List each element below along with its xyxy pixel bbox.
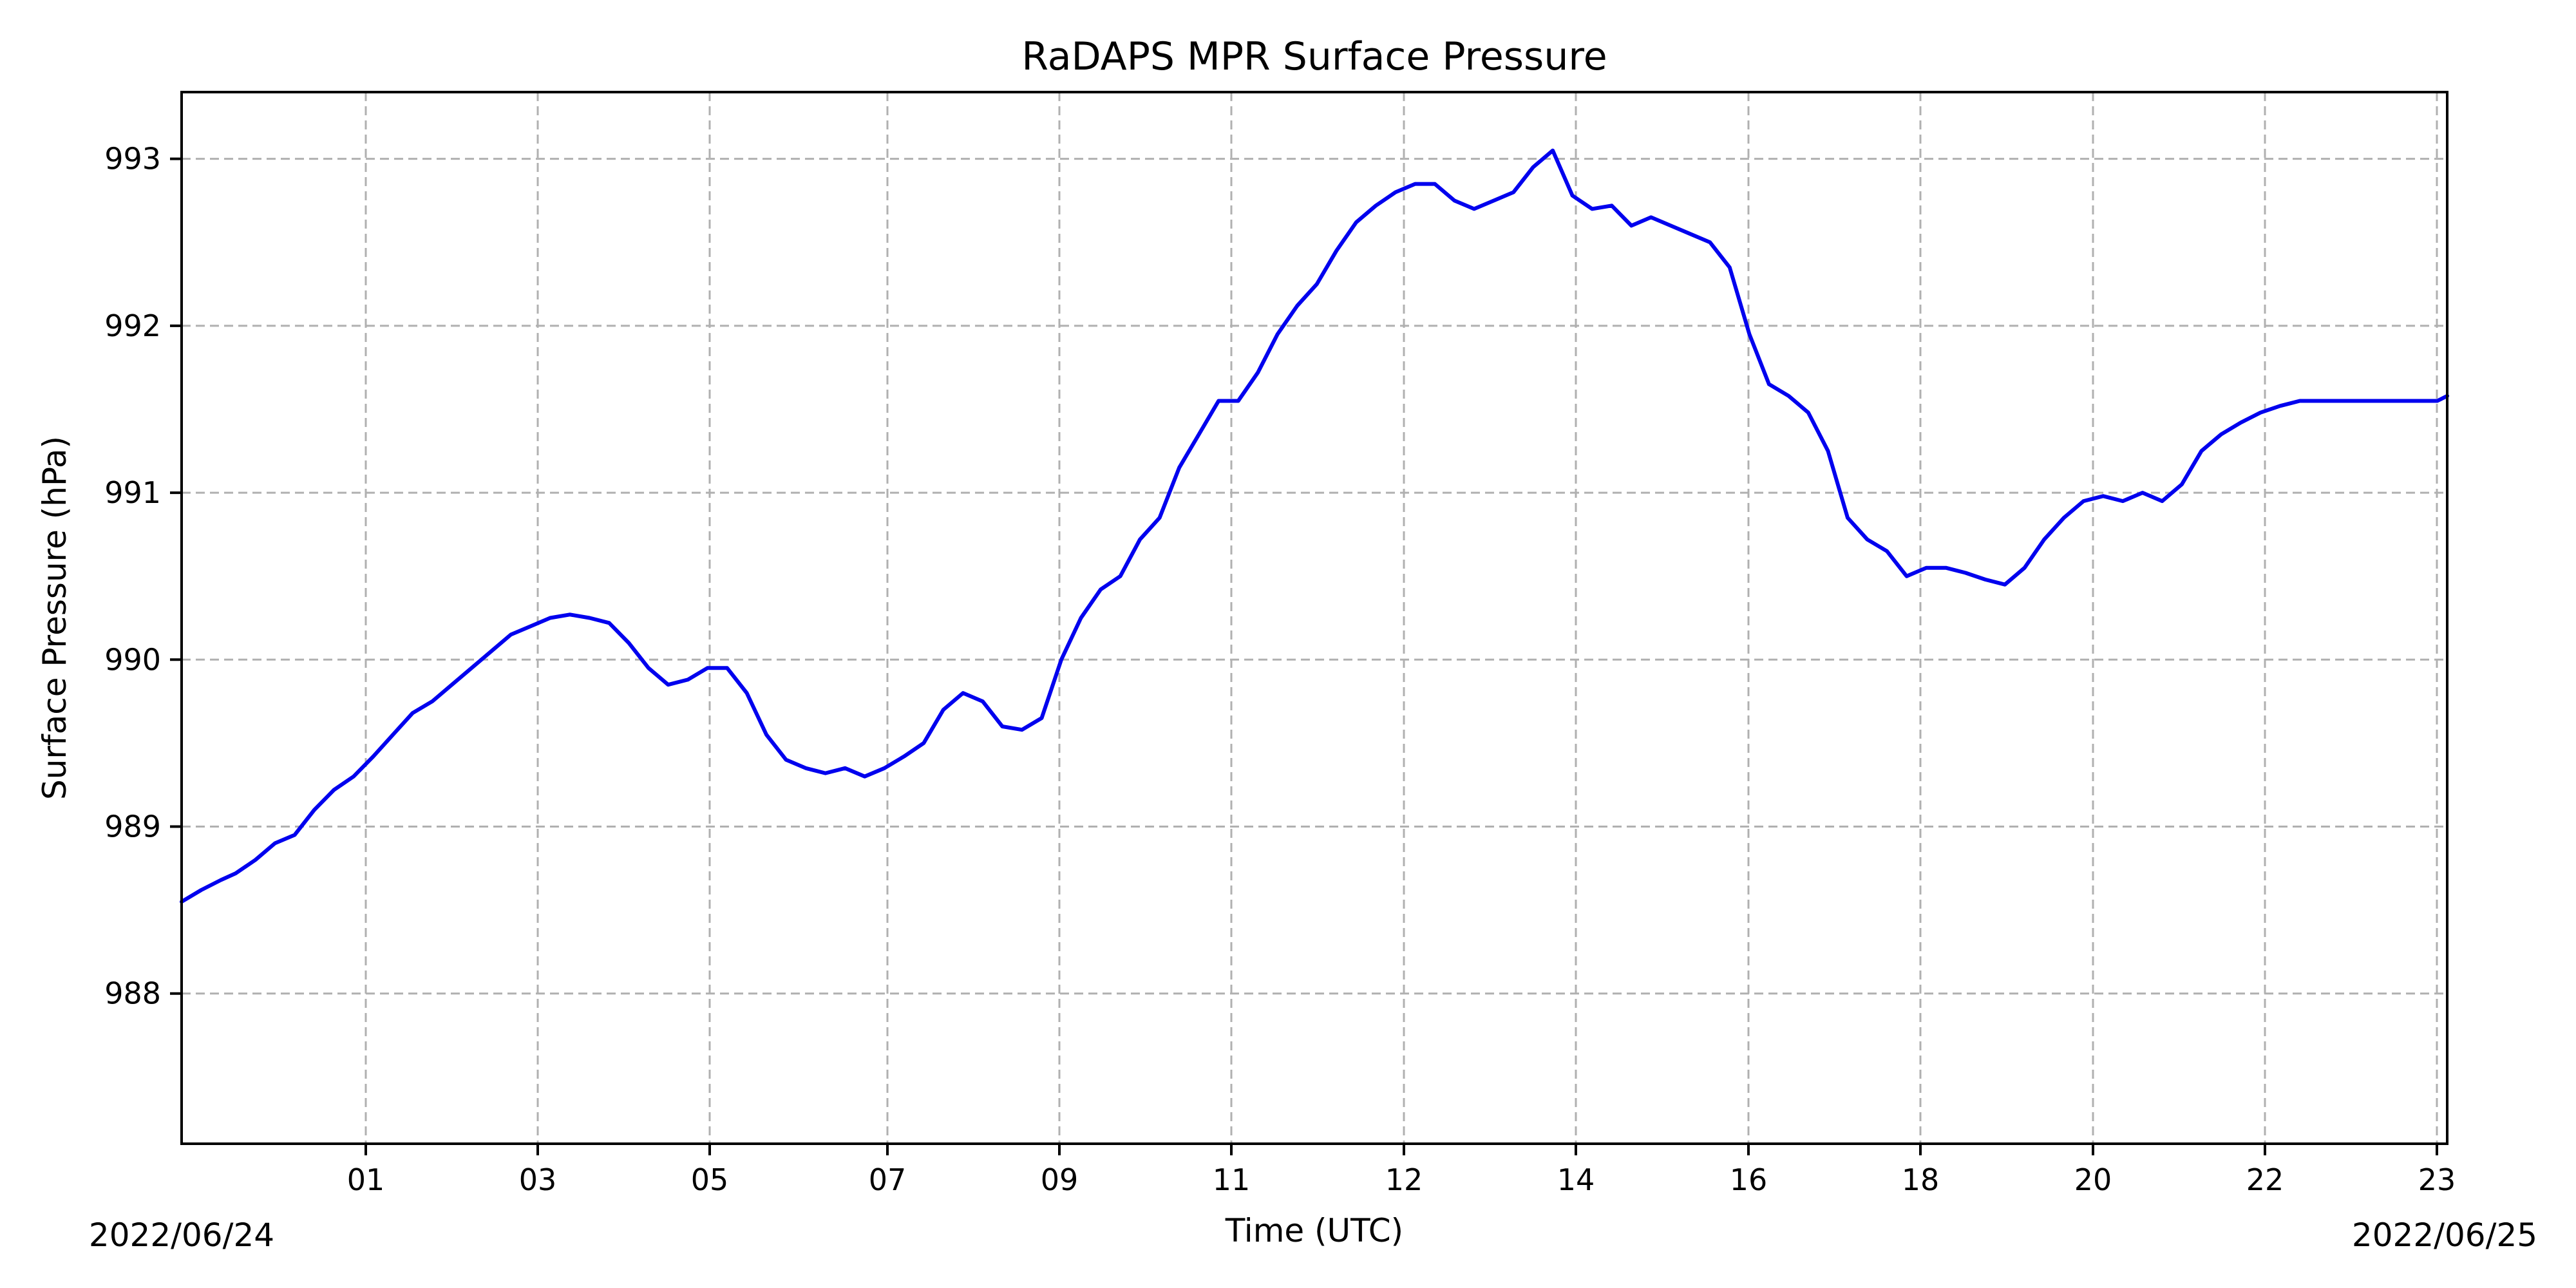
y-axis-label: Surface Pressure (hPa) bbox=[36, 436, 73, 800]
x-tick-label: 16 bbox=[1730, 1162, 1768, 1197]
start-date-label: 2022/06/24 bbox=[89, 1217, 274, 1254]
y-tick-label: 992 bbox=[104, 308, 161, 343]
y-tick-label: 990 bbox=[104, 642, 161, 677]
ticks: 01 03 05 07 09 11 12 14 16 18 20 22 23 988 989 990 991 99… bbox=[104, 142, 2456, 1197]
y-tick-label: 988 bbox=[104, 976, 161, 1011]
x-tick-label: 07 bbox=[869, 1162, 907, 1197]
x-tick-label: 23 bbox=[2418, 1162, 2456, 1197]
series-layer bbox=[180, 148, 2449, 904]
y-tick-label: 989 bbox=[104, 810, 161, 844]
grid bbox=[182, 92, 2447, 1144]
x-tick-label: 14 bbox=[1557, 1162, 1595, 1197]
x-tick-label: 20 bbox=[2074, 1162, 2112, 1197]
x-tick-label: 01 bbox=[347, 1162, 385, 1197]
x-tick-label: 05 bbox=[691, 1162, 729, 1197]
chart-title: RaDAPS MPR Surface Pressure bbox=[1021, 34, 1607, 79]
x-tick-label: 22 bbox=[2246, 1162, 2284, 1197]
x-tick-label: 12 bbox=[1385, 1162, 1423, 1197]
end-date-label: 2022/06/25 bbox=[2352, 1217, 2537, 1254]
x-tick-label: 11 bbox=[1213, 1162, 1251, 1197]
x-tick-label: 09 bbox=[1041, 1162, 1079, 1197]
pressure-series-line bbox=[180, 148, 2449, 904]
x-tick-label: 03 bbox=[519, 1162, 557, 1197]
plot-frame bbox=[180, 91, 2448, 1145]
x-tick-label: 18 bbox=[1902, 1162, 1940, 1197]
x-axis-label: Time (UTC) bbox=[1225, 1212, 1403, 1249]
y-tick-label: 993 bbox=[104, 142, 161, 176]
y-tick-label: 991 bbox=[104, 475, 161, 510]
